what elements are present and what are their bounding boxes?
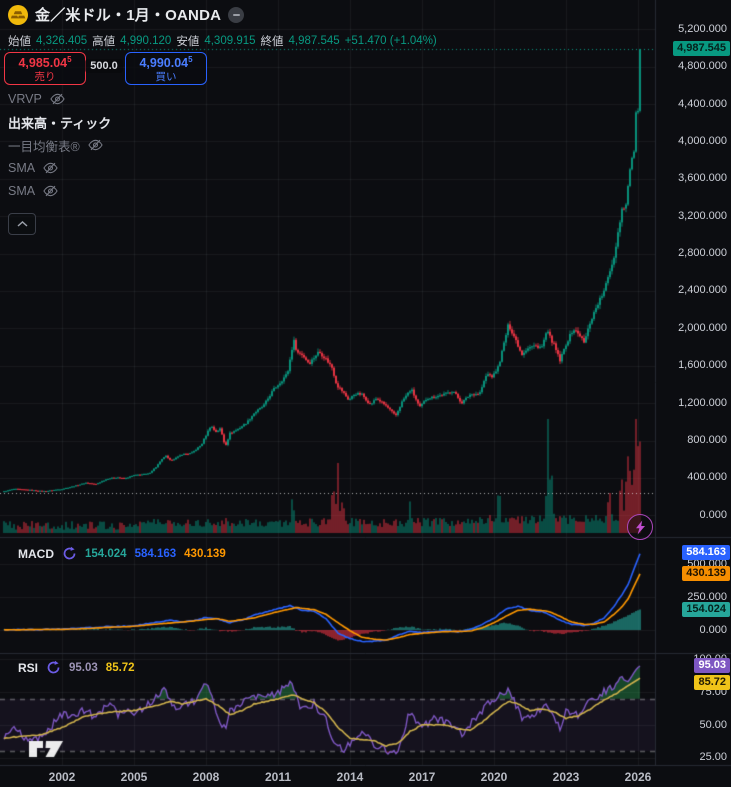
macd-badge-0: 584.163 — [682, 545, 730, 561]
time-axis[interactable]: 2002 2005 2008 2011 2014 2017 2020 2023 2026 — [0, 765, 731, 787]
hidden-eye-icon[interactable] — [50, 93, 65, 105]
axis-tick-label: 2,000.000 — [678, 321, 727, 334]
axis-tick-label: 250.000 — [687, 590, 727, 603]
sell-price: 4,985.04 — [18, 56, 68, 71]
indicator-row-jp2[interactable]: 一目均衡表® — [8, 136, 111, 154]
close-label: 終値 — [260, 36, 284, 48]
macd-line-value: 584.163 — [134, 547, 177, 560]
buy-price: 4,990.04 — [139, 56, 189, 71]
chevron-up-icon — [17, 221, 27, 227]
rsi-title: RSI — [18, 660, 39, 675]
market-status-icon[interactable] — [228, 6, 245, 23]
rsi-status-icon — [47, 660, 60, 674]
indicator-label[interactable]: 出来高・ティック — [8, 115, 112, 131]
high-label: 高値 — [92, 36, 116, 48]
change-value: +51.470 (+1.04%) — [344, 35, 437, 47]
indicator-label[interactable]: SMA — [8, 161, 36, 175]
indicator-label[interactable]: SMA — [8, 184, 36, 198]
open-label: 始値 — [8, 36, 31, 48]
lightning-bolt-icon — [635, 520, 645, 534]
axis-tick-label: 3,200.000 — [678, 209, 727, 222]
symbol-header: 金／米ドル・1月・OANDA — [8, 4, 245, 25]
hidden-eye-icon[interactable] — [88, 139, 103, 151]
axis-tick-label: 25.00 — [699, 751, 727, 764]
axis-tick-label: 1,200.000 — [678, 396, 727, 409]
indicator-row-sma[interactable]: SMA — [8, 159, 111, 177]
collapse-legend-button[interactable] — [8, 213, 36, 235]
buy-price-sup: 5 — [188, 55, 193, 65]
macd-title: MACD — [18, 546, 54, 561]
year-label-2011: 2011 — [264, 770, 292, 784]
hidden-eye-icon[interactable] — [43, 185, 58, 197]
axis-tick-label: 400.000 — [687, 471, 727, 484]
year-label-2023: 2023 — [552, 770, 580, 784]
axis-tick-label: 4,800.000 — [678, 60, 727, 73]
spread-value: 500.0 — [85, 59, 123, 73]
year-label-2005: 2005 — [120, 770, 148, 784]
indicator-row-sma[interactable]: SMA — [8, 182, 111, 200]
indicator-row-jp1[interactable]: 出来高・ティック — [8, 113, 111, 131]
axis-tick-label: 800.000 — [687, 434, 727, 447]
high-value: 4,990.120 — [120, 35, 172, 47]
sell-price-sup: 5 — [67, 55, 72, 65]
axis-tick-label: 1,600.000 — [678, 359, 727, 372]
year-label-2008: 2008 — [192, 770, 220, 784]
ohlc-row: 始値 4,326.405 高値 4,990.120 安値 4,309.915 終… — [8, 33, 437, 49]
year-label-2020: 2020 — [480, 770, 508, 784]
year-label-2017: 2017 — [408, 770, 436, 784]
axis-tick-label: 50.00 — [699, 718, 727, 731]
rsi-badge-0: 95.03 — [694, 657, 730, 673]
rsi-value: 95.03 — [69, 661, 98, 674]
sell-button[interactable]: 4,985.045 売り — [4, 52, 86, 85]
axis-tick-label: 5,200.000 — [678, 22, 727, 35]
symbol-title[interactable]: 金／米ドル・1月・OANDA — [35, 7, 222, 24]
axis-tick-label: 4,000.000 — [678, 134, 727, 147]
axis-tick-label: 2,400.000 — [678, 284, 727, 297]
macd-hist-value: 154.024 — [85, 547, 127, 560]
low-value: 4,309.915 — [204, 35, 256, 47]
rsi-pane-header: RSI 95.03 85.72 — [18, 660, 135, 675]
rsi-badge-1: 85.72 — [694, 674, 730, 690]
year-label-2026: 2026 — [624, 770, 652, 784]
gold-symbol-icon — [8, 4, 28, 25]
low-label: 安値 — [176, 36, 200, 48]
instant-trading-button[interactable] — [627, 514, 653, 540]
open-value: 4,326.405 — [36, 35, 88, 47]
axis-tick-label: 2,800.000 — [678, 247, 727, 260]
axis-tick-label: 4,400.000 — [678, 97, 727, 110]
close-value: 4,987.545 — [288, 35, 340, 47]
macd-badge-2: 154.024 — [682, 601, 730, 617]
macd-badge-1: 430.139 — [682, 565, 730, 581]
axis-tick-label: 0.000 — [699, 508, 727, 521]
price-axis[interactable]: USD 0.000400.000800.0001,200.0001,600.00… — [655, 0, 731, 765]
buy-button[interactable]: 4,990.045 買い — [125, 52, 207, 85]
axis-tick-label: 3,600.000 — [678, 172, 727, 185]
indicator-label[interactable]: 一目均衡表® — [8, 139, 80, 154]
rsi-ma-value: 85.72 — [105, 661, 135, 674]
macd-signal-value: 430.139 — [184, 547, 226, 560]
hidden-eye-icon[interactable] — [43, 162, 58, 174]
last-price-badge: 4,987.545 — [673, 41, 730, 57]
sell-label: 売り — [34, 70, 56, 83]
indicator-row-vrvp[interactable]: VRVP — [8, 90, 111, 108]
macd-pane-header: MACD 154.024 584.163 430.139 — [18, 546, 226, 561]
buy-label: 買い — [155, 70, 177, 83]
macd-status-icon — [63, 546, 76, 560]
indicator-label[interactable]: VRVP — [8, 92, 42, 106]
axis-tick-label: 0.000 — [699, 623, 727, 636]
indicator-legend-list: VRVP 出来高・ティック 一目均衡表® SMA SMA — [8, 90, 111, 200]
year-label-2002: 2002 — [48, 770, 76, 784]
year-label-2014: 2014 — [336, 770, 364, 784]
